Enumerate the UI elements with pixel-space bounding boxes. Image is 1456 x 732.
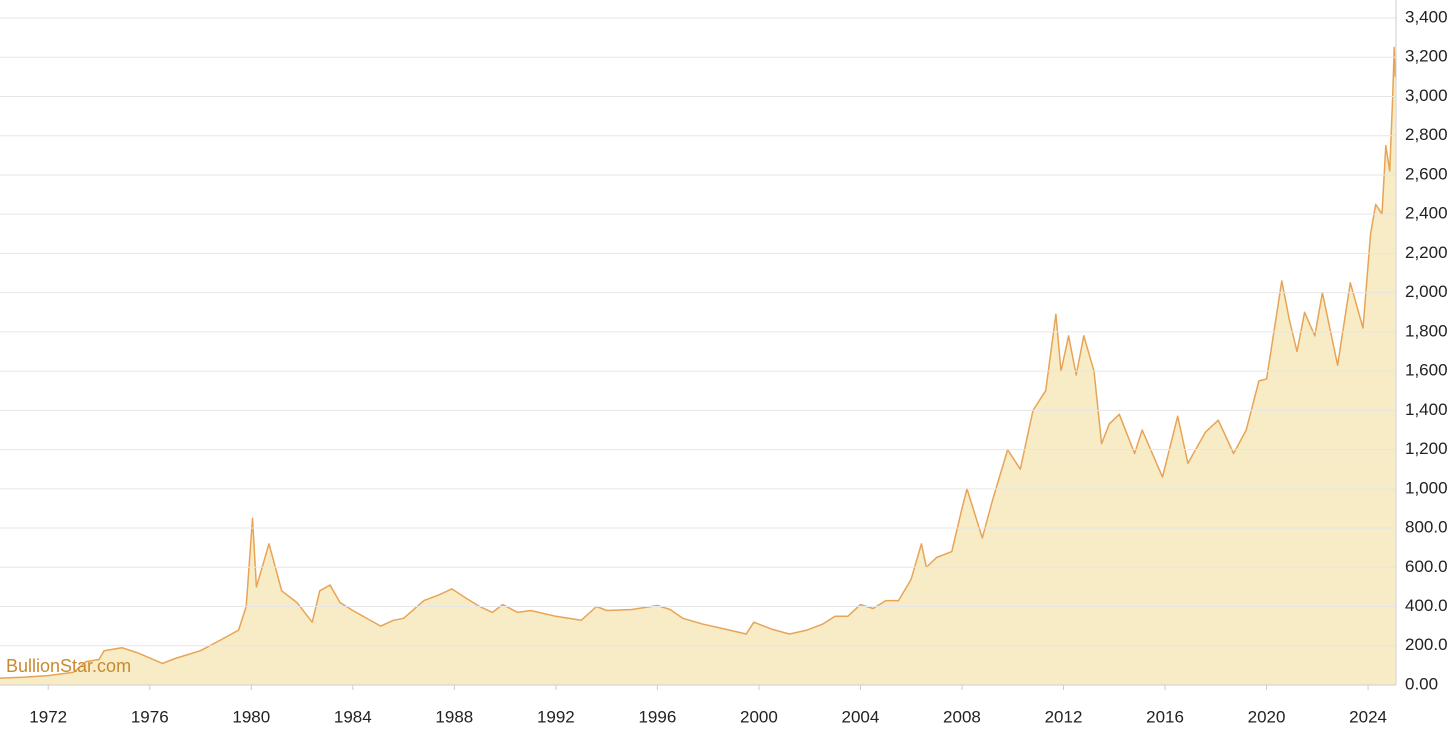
y-tick-label: 2,000 — [1405, 282, 1448, 301]
x-tick-label: 2016 — [1146, 707, 1184, 726]
x-tick-label: 1972 — [29, 707, 67, 726]
x-tick-label: 1976 — [131, 707, 169, 726]
y-tick-label: 3,000 — [1405, 86, 1448, 105]
x-tick-label: 2024 — [1349, 707, 1387, 726]
y-tick-label: 1,200 — [1405, 439, 1448, 458]
y-tick-label: 0.00 — [1405, 674, 1438, 693]
area-fill — [0, 47, 1396, 685]
x-tick-label: 1980 — [232, 707, 270, 726]
y-tick-label: 800.0 — [1405, 518, 1448, 537]
y-tick-label: 2,200 — [1405, 243, 1448, 262]
x-tick-label: 1996 — [638, 707, 676, 726]
x-tick-label: 2008 — [943, 707, 981, 726]
x-tick-label: 2004 — [842, 707, 880, 726]
y-tick-label: 2,800 — [1405, 125, 1448, 144]
y-tick-label: 400.0 — [1405, 596, 1448, 615]
y-tick-label: 2,400 — [1405, 204, 1448, 223]
y-tick-label: 1,800 — [1405, 321, 1448, 340]
y-tick-label: 200.0 — [1405, 635, 1448, 654]
x-tick-label: 1988 — [435, 707, 473, 726]
y-tick-label: 600.0 — [1405, 557, 1448, 576]
watermark: BullionStar.com — [6, 656, 131, 676]
x-tick-label: 2000 — [740, 707, 778, 726]
x-tick-label: 1992 — [537, 707, 575, 726]
y-tick-label: 1,000 — [1405, 478, 1448, 497]
x-tick-label: 1984 — [334, 707, 372, 726]
y-tick-label: 1,400 — [1405, 400, 1448, 419]
y-tick-label: 1,600 — [1405, 361, 1448, 380]
x-tick-label: 2012 — [1045, 707, 1083, 726]
y-tick-label: 3,200 — [1405, 47, 1448, 66]
y-tick-label: 3,400 — [1405, 7, 1448, 26]
y-tick-label: 2,600 — [1405, 164, 1448, 183]
x-tick-label: 2020 — [1248, 707, 1286, 726]
price-line — [0, 46, 1396, 679]
